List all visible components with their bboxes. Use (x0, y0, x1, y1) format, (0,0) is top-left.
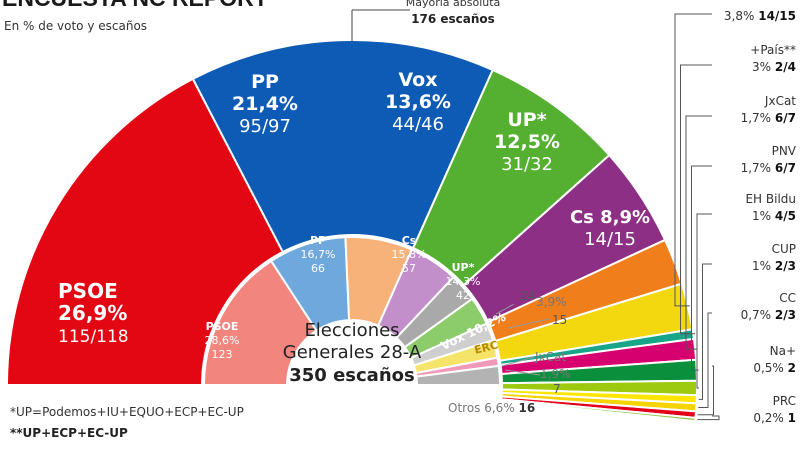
outer-label-up-0: UP* (507, 109, 546, 131)
legend-name-pnv: PNV (772, 144, 797, 158)
legend-value-jxcat: 1,7% 6/7 (741, 111, 796, 125)
legend-leader-line-cc (698, 312, 712, 409)
inner-outside-label-2: 15 (552, 313, 567, 327)
inner-leader-line-3 (504, 369, 541, 376)
inner-outside-label-0: 24 (520, 289, 535, 303)
inner-outside-label-5: 7 (553, 382, 561, 396)
outer-label-up-1: 12,5% (494, 131, 560, 153)
legend-name-na: Na+ (770, 344, 796, 358)
outer-label-pp-0: PP (251, 71, 279, 93)
inner-label-cs-2: 57 (402, 262, 416, 275)
legend-leader-line-cup (698, 263, 712, 400)
inner-segment-psoe (202, 259, 318, 386)
inner-label-cs-1: 15,8% (392, 248, 427, 261)
outer-label-pp-1: 21,4% (232, 93, 298, 115)
legend-value-prc: 0,2% 1 (753, 411, 796, 425)
legend-value-na: 0,5% 2 (753, 361, 796, 375)
outer-segment-pp (191, 39, 495, 254)
inner-label-psoe-0: PSOE (206, 320, 239, 333)
inner-leader-line-0 (495, 303, 515, 315)
legend-name-prc: PRC (773, 394, 796, 408)
inner-leader-line-1 (507, 318, 550, 329)
inner-label-erc: ERC (473, 338, 499, 356)
legend-leader-line-eh-bildu (696, 213, 712, 389)
legend-leader-line-na (697, 365, 714, 416)
legend-value-erc: 3,8% 14/15 (724, 9, 796, 23)
outer-label-vox-2: 44/46 (392, 114, 444, 135)
center-label-line3: 350 escaños (289, 365, 414, 386)
inner-label-psoe-1: 28,6% (205, 334, 240, 347)
legend-leader-line-pnv (691, 165, 712, 371)
inner-label-otros: Otros 6,6% 16 (448, 401, 535, 415)
outer-ring-labels: PSOE26,9%115/118PP21,4%95/97Vox13,6%44/4… (58, 69, 650, 347)
minor-parties-legend: ERC 3,8% 14/15 +País** 3% 2/4 JxCat 1,7% 6/7 P… (674, 0, 797, 425)
outer-label-up-2: 31/32 (501, 154, 553, 175)
footnote-up: *UP=Podemos+IU+EQUO+ECP+EC-UP (10, 405, 244, 419)
outer-label-psoe-1: 26,9% (58, 301, 127, 325)
inner-leader-line-2 (501, 356, 535, 367)
outer-segment-prc (500, 398, 697, 423)
inner-label-psoe-2: 123 (212, 348, 233, 361)
outer-label-cs-0: Cs 8,9% (570, 207, 650, 228)
inner-label-pp-1: 16,7% (301, 248, 336, 261)
legend-name--pa-s: +País** (750, 43, 796, 57)
inner-label-pp-2: 66 (311, 262, 325, 275)
inner-label-up-1: 14,3% (446, 275, 481, 288)
outer-label-psoe-2: 115/118 (58, 327, 129, 347)
legend-name-cup: CUP (772, 242, 796, 256)
outer-label-cs-1: 14/15 (584, 229, 636, 250)
legend-value-eh-bildu: 1% 4/5 (752, 209, 796, 223)
page-title: ENCUESTA NC REPORT (2, 0, 268, 11)
center-label-line2: Generales 28-A (283, 342, 422, 363)
outer-label-pp-2: 95/97 (239, 116, 291, 137)
inner-ring (202, 236, 502, 386)
inner-label-up-0: UP* (452, 261, 475, 274)
legend-leader-line--pa-s (680, 64, 712, 335)
majority-value: 176 escaños (411, 12, 495, 26)
inner-label-up-2: 42 (456, 289, 470, 302)
outer-label-vox-1: 13,6% (385, 91, 451, 113)
footnote-pais: **UP+ECP+EC-UP (10, 426, 128, 440)
center-label-line1: Elecciones (304, 320, 399, 341)
inner-outside-label-3: JxCat (534, 350, 566, 364)
inner-outside-label-1: 3,9% (536, 295, 567, 309)
legend-value-cup: 1% 2/3 (752, 259, 796, 273)
legend-name-cc: CC (779, 291, 796, 305)
legend-leader-line-erc (674, 13, 712, 307)
legend-leader-line-prc (697, 415, 720, 421)
outer-segment-psoe (5, 77, 285, 386)
outer-label-vox-0: Vox (399, 69, 438, 91)
legend-name-jxcat: JxCat (764, 94, 796, 108)
inner-outside-label-4: 1,9% (540, 367, 571, 381)
legend-value-pnv: 1,7% 6/7 (741, 161, 796, 175)
outer-ring (5, 39, 698, 423)
legend-value-cc: 0,7% 2/3 (741, 308, 796, 322)
inner-segment-otros (415, 364, 502, 386)
inner-label-pp-0: PP (310, 234, 326, 247)
inner-label-cs-0: Cs (402, 234, 417, 247)
outer-label-psoe-0: PSOE (58, 279, 118, 303)
majority-label: Mayoría absoluta (406, 0, 501, 9)
page-subtitle: En % de voto y escaños (4, 19, 147, 33)
legend-value--pa-s: 3% 2/4 (752, 60, 796, 74)
legend-name-erc: ERC (772, 0, 796, 1)
legend-name-eh-bildu: EH Bildu (745, 192, 796, 206)
